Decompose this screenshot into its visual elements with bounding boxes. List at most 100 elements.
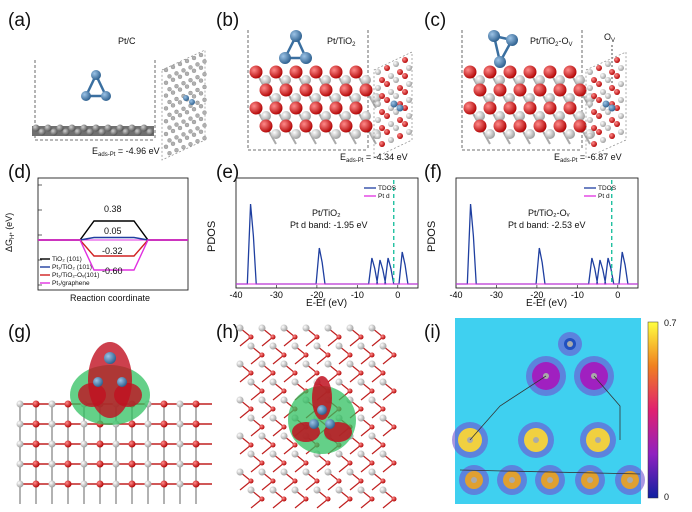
oxygen-atom (463, 65, 477, 79)
titanium-atom (379, 378, 387, 386)
panel-label-f: (f) (424, 162, 442, 183)
lattice-atom (393, 61, 399, 67)
carbon-atom (174, 122, 179, 127)
lattice-atom (32, 440, 40, 448)
lattice-atom (618, 97, 624, 103)
oxygen-atom (358, 370, 364, 376)
x-tick-label: -10 (571, 290, 584, 300)
lattice-atom (605, 109, 611, 115)
lattice-atom (397, 133, 403, 139)
oxygen-atom (391, 496, 397, 502)
lattice-atom (587, 69, 593, 75)
titanium-atom (281, 75, 291, 85)
oxygen-atom (336, 370, 342, 376)
lattice-atom (600, 137, 606, 143)
oxygen-atom (503, 101, 517, 115)
oxygen-atom (573, 119, 587, 133)
titanium-atom (545, 129, 555, 139)
carbon-atom (122, 128, 130, 136)
x-tick-label: -20 (310, 290, 323, 300)
d-xlabel: Reaction coordinate (70, 293, 151, 303)
lattice-atom (379, 109, 385, 115)
oxygen-atom (248, 406, 254, 412)
titanium-atom (291, 486, 299, 494)
titanium-atom (324, 360, 332, 368)
oxygen-atom (380, 406, 386, 412)
oxygen-atom (281, 460, 287, 466)
oxygen-atom (270, 334, 276, 340)
oxygen-atom (391, 460, 397, 466)
titanium-atom (371, 93, 381, 103)
d-ylabel: ΔGH* (eV) (4, 212, 16, 252)
lattice-atom (192, 460, 200, 468)
lattice-atom (144, 480, 152, 488)
panel-label-i: (i) (424, 322, 441, 343)
lattice-atom (384, 81, 390, 87)
elf-map (452, 318, 659, 504)
oxygen-atom (292, 478, 298, 484)
lattice-atom (80, 480, 88, 488)
lattice-atom (587, 85, 593, 91)
carbon-atom (167, 125, 172, 130)
oxygen-atom (270, 478, 276, 484)
titanium-atom (261, 75, 271, 85)
carbon-atom (167, 87, 172, 92)
carbon-atom (38, 128, 46, 136)
atom-center (509, 477, 515, 483)
lattice-atom (596, 81, 602, 87)
oxygen-atom (359, 83, 373, 97)
titanium-atom (301, 75, 311, 85)
titanium-atom (505, 93, 515, 103)
carbon-atom (56, 124, 64, 132)
titanium-atom (535, 111, 545, 121)
lattice-atom (406, 97, 412, 103)
d-value-3: -0.60 (102, 266, 123, 276)
carbon-atom (184, 71, 190, 76)
titanium-atom (247, 342, 255, 350)
x-tick-label: -40 (449, 290, 462, 300)
titanium-atom (475, 111, 485, 121)
lattice-atom (591, 93, 597, 99)
x-tick-label: -20 (530, 290, 543, 300)
charge-density-side (16, 342, 212, 504)
f-legend-ptd: Pt d (598, 193, 610, 200)
lattice-atom (397, 69, 403, 75)
oxygen-atom (369, 460, 375, 466)
titanium-atom (351, 93, 361, 103)
oxygen-atom (303, 352, 309, 358)
atom-center (627, 477, 633, 483)
lattice-atom (618, 65, 624, 71)
atom-center (533, 437, 539, 443)
lattice-atom (393, 77, 399, 83)
oxygen-atom (349, 101, 363, 115)
oxygen-atom (391, 424, 397, 430)
d-legend-1: Pt₁/TiO₂ (101) (52, 264, 92, 271)
titanium-atom (575, 75, 585, 85)
oxygen-atom (314, 334, 320, 340)
lattice-atom (64, 440, 72, 448)
carbon-atom (202, 84, 207, 90)
carbon-atom (177, 74, 183, 79)
carbon-atom (181, 132, 186, 137)
carbon-atom (202, 72, 207, 77)
oxygen-atom (281, 424, 287, 430)
lattice-atom (32, 400, 40, 408)
oxygen-atom (553, 119, 567, 133)
titanium-atom (236, 324, 244, 332)
carbon-atom (140, 124, 148, 132)
titanium-atom (368, 324, 376, 332)
titanium-atom (485, 93, 495, 103)
oxygen-atom (339, 83, 353, 97)
oxygen-atom (269, 101, 283, 115)
carbon-atom (163, 93, 169, 98)
titanium-atom (280, 432, 288, 440)
oxygen-atom (279, 83, 293, 97)
oxygen-atom (259, 496, 265, 502)
oxygen-atom (369, 424, 375, 430)
lattice-atom (614, 121, 620, 127)
titanium-atom (302, 324, 310, 332)
carbon-atom (198, 129, 204, 134)
carbon-atom (188, 78, 193, 83)
carbon-atom (167, 99, 172, 105)
oxygen-atom (303, 460, 309, 466)
